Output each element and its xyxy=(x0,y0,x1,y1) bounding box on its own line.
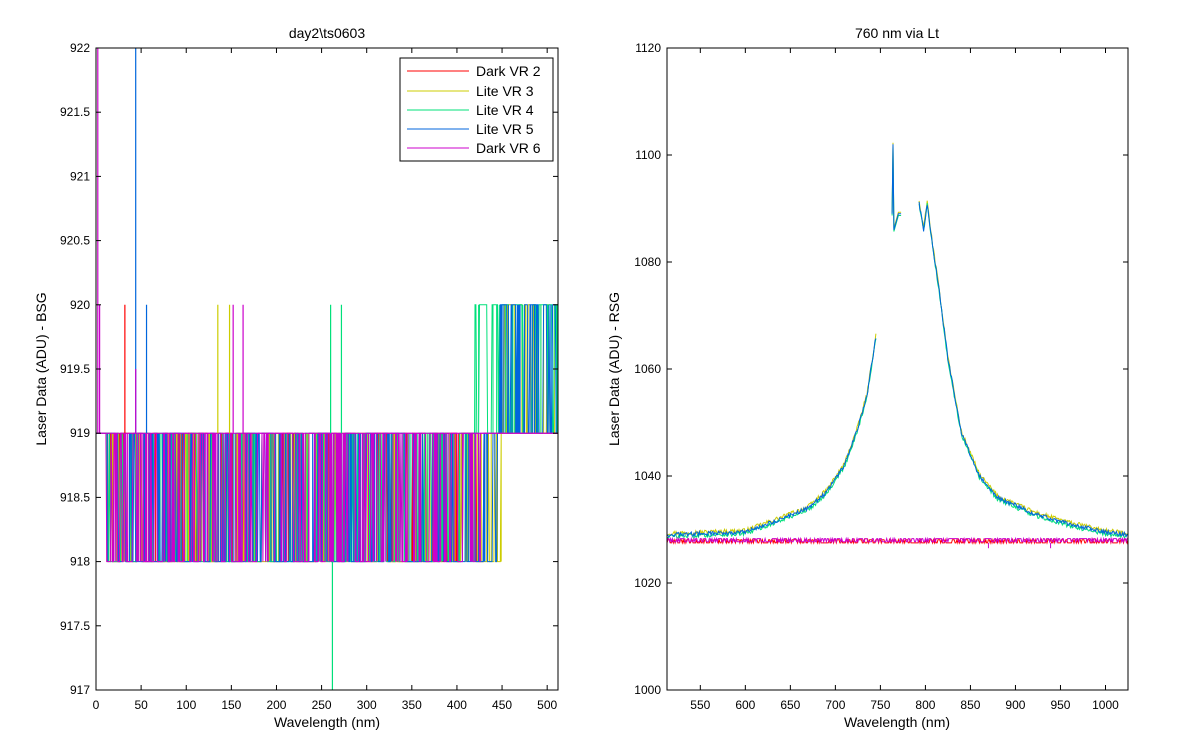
left-plot: day2\ts0603 0 50 100 150 200 250 300 350 400 450 5… xyxy=(33,25,559,730)
left-x-tick-label: 200 xyxy=(266,698,286,712)
right-x-tick-label: 800 xyxy=(915,698,935,712)
right-y-tick-label: 1020 xyxy=(634,576,661,590)
left-plot-title: day2\ts0603 xyxy=(289,25,365,41)
legend-label-lite-vr-5: Lite VR 5 xyxy=(476,121,534,137)
left-y-tick-label: 918.5 xyxy=(60,490,90,504)
legend-label-lite-vr-3: Lite VR 3 xyxy=(476,83,534,99)
left-x-tick-label: 150 xyxy=(221,698,241,712)
left-x-tick-label: 450 xyxy=(492,698,512,712)
left-y-tick-label: 918 xyxy=(70,555,90,569)
left-y-axis-label: Laser Data (ADU) - BSG xyxy=(33,292,49,445)
left-x-axis-ticks: 0 50 100 150 200 250 300 350 400 450 500 xyxy=(93,48,558,712)
legend-label-dark-vr-2: Dark VR 2 xyxy=(476,63,541,79)
right-y-tick-label: 1120 xyxy=(635,41,661,55)
right-x-tick-label: 1000 xyxy=(1092,698,1119,712)
legend-label-lite-vr-4: Lite VR 4 xyxy=(476,102,534,118)
left-y-tick-label: 919.5 xyxy=(60,362,90,376)
right-y-axis-ticks: 1000 1020 1040 1060 1080 1100 1120 xyxy=(634,41,1128,697)
left-y-tick-label: 921.5 xyxy=(60,105,90,119)
left-y-tick-label: 920 xyxy=(70,298,90,312)
left-series-group xyxy=(96,48,558,690)
right-y-tick-label: 1060 xyxy=(634,362,661,376)
right-plot-title: 760 nm via Lt xyxy=(855,25,939,41)
right-x-axis-ticks: 550 600 650 700 750 800 850 900 950 1000 xyxy=(690,48,1119,712)
series-line-dark-vr-6 xyxy=(667,536,1128,544)
right-x-tick-label: 550 xyxy=(690,698,710,712)
right-x-tick-label: 650 xyxy=(780,698,800,712)
left-y-tick-label: 917 xyxy=(70,683,90,697)
right-x-axis-label: Wavelength (nm) xyxy=(844,714,950,730)
right-x-tick-label: 750 xyxy=(870,698,890,712)
right-y-axis-label: Laser Data (ADU) - RSG xyxy=(606,292,622,446)
left-x-tick-label: 250 xyxy=(312,698,332,712)
right-y-tick-label: 1040 xyxy=(634,469,661,483)
left-y-tick-label: 921 xyxy=(70,169,90,183)
right-series-group xyxy=(667,142,1128,549)
right-x-tick-label: 950 xyxy=(1050,698,1070,712)
right-y-tick-label: 1100 xyxy=(635,148,661,162)
left-x-tick-label: 300 xyxy=(357,698,377,712)
legend-label-dark-vr-6: Dark VR 6 xyxy=(476,140,541,156)
right-y-tick-label: 1000 xyxy=(634,683,661,697)
left-y-tick-label: 922 xyxy=(70,41,90,55)
left-x-axis-label: Wavelength (nm) xyxy=(274,714,380,730)
right-x-tick-label: 850 xyxy=(960,698,980,712)
series-line-lite-vr-5 xyxy=(667,144,1128,538)
right-plot: 760 nm via Lt 550 600 650 700 750 800 850 900 95… xyxy=(606,25,1129,730)
left-x-tick-label: 100 xyxy=(176,698,196,712)
left-x-tick-label: 50 xyxy=(134,698,148,712)
left-y-tick-label: 917.5 xyxy=(60,619,90,633)
left-y-axis-ticks: 917 917.5 918 918.5 919 919.5 920 920.5 921 921.5… xyxy=(60,41,558,697)
legend: Dark VR 2 Lite VR 3 Lite VR 4 Lite VR 5 … xyxy=(399,57,554,162)
right-x-tick-label: 600 xyxy=(735,698,755,712)
left-y-tick-label: 920.5 xyxy=(60,234,90,248)
left-x-tick-label: 500 xyxy=(537,698,557,712)
left-x-tick-label: 350 xyxy=(402,698,422,712)
left-x-tick-label: 0 xyxy=(93,698,100,712)
right-x-tick-label: 700 xyxy=(825,698,845,712)
left-y-tick-label: 919 xyxy=(70,426,90,440)
left-x-tick-label: 400 xyxy=(447,698,467,712)
right-x-tick-label: 900 xyxy=(1005,698,1025,712)
right-y-tick-label: 1080 xyxy=(634,255,661,269)
